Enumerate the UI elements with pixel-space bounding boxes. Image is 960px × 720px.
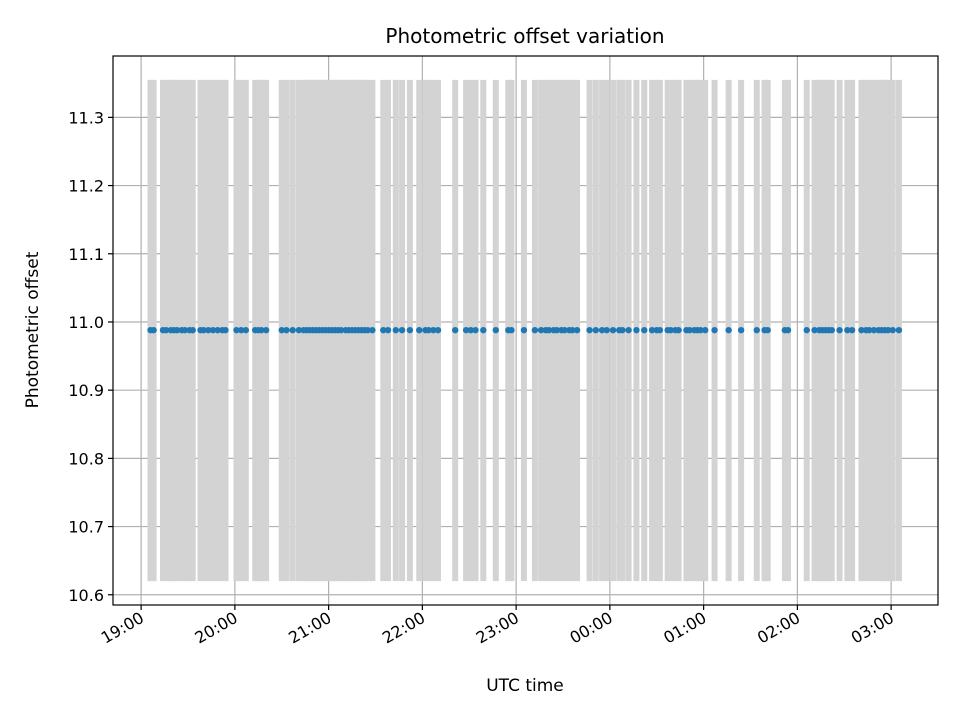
data-point [686, 326, 693, 334]
data-point [753, 326, 760, 334]
data-point [848, 326, 856, 334]
data-point [697, 326, 704, 334]
data-point [283, 326, 290, 334]
data-point [784, 326, 792, 334]
data-point [569, 326, 576, 334]
data-point [870, 326, 878, 334]
data-point [150, 326, 157, 334]
data-point [369, 326, 376, 334]
data-point [573, 326, 581, 334]
data-point [764, 326, 771, 334]
data-point [625, 326, 632, 334]
y-tick-label: 11.0 [68, 313, 104, 332]
data-point [725, 326, 732, 334]
y-tick-labels: 10.6 10.7 10.8 10.9 11.0 11.1 11.2 11.3 [68, 108, 104, 604]
y-tick-label: 11.1 [68, 245, 104, 264]
x-axis-label: UTC time [486, 676, 564, 696]
data-point [492, 326, 500, 334]
data-point [545, 326, 553, 334]
data-point [586, 326, 593, 334]
data-point [633, 326, 640, 334]
y-axis-label: Photometric offset [23, 251, 43, 408]
data-point [392, 326, 400, 334]
data-point [480, 326, 487, 334]
data-point [209, 326, 217, 334]
data-point [472, 326, 479, 334]
y-tick-label: 10.9 [68, 381, 104, 400]
data-point [258, 326, 265, 334]
data-point [173, 326, 181, 334]
data-points [147, 326, 903, 334]
data-point [451, 326, 459, 334]
data-point [803, 326, 810, 334]
data-point [162, 326, 170, 334]
data-point [537, 326, 545, 334]
data-point [384, 326, 392, 334]
data-point [214, 326, 221, 334]
data-point [242, 326, 250, 334]
data-point [380, 326, 387, 334]
data-point [406, 326, 414, 334]
data-point [278, 326, 285, 334]
data-point [508, 326, 515, 334]
data-point [648, 326, 656, 334]
data-point [531, 326, 539, 334]
data-point [656, 326, 664, 334]
data-point [884, 326, 892, 334]
data-point [866, 326, 873, 334]
data-point [425, 326, 432, 334]
data-point [667, 326, 675, 334]
data-point [858, 326, 865, 334]
data-point [262, 326, 270, 334]
data-point [462, 326, 470, 334]
data-point [553, 326, 560, 334]
data-point [398, 326, 406, 334]
data-point [828, 326, 835, 334]
data-point [222, 326, 229, 334]
data-point [364, 326, 371, 334]
data-point [200, 326, 207, 334]
data-point [895, 326, 903, 334]
data-point [641, 326, 648, 334]
chart-title: Photometric offset variation [385, 24, 664, 48]
data-point [205, 326, 212, 334]
y-tick-label: 10.8 [68, 449, 104, 468]
data-point [467, 326, 475, 334]
data-point [561, 326, 568, 334]
data-point [609, 326, 617, 334]
tick-marks [108, 116, 892, 610]
data-point [701, 326, 709, 334]
plot-frame [112, 55, 939, 606]
data-point [233, 326, 240, 334]
data-point [836, 326, 843, 334]
data-point [737, 326, 745, 334]
data-point [598, 326, 606, 334]
y-tick-label: 11.3 [68, 108, 104, 127]
data-point [889, 326, 896, 334]
y-tick-label: 10.7 [68, 518, 104, 537]
data-point [430, 326, 437, 334]
data-point [337, 326, 345, 334]
data-point [289, 326, 296, 334]
data-point [619, 326, 626, 334]
data-point [295, 326, 303, 334]
data-point [844, 326, 851, 334]
data-point [675, 326, 682, 334]
data-point [416, 326, 423, 334]
data-point [711, 326, 718, 334]
data-point [434, 326, 442, 334]
data-point [189, 326, 196, 334]
data-point [520, 326, 528, 334]
data-point [237, 326, 245, 334]
data-point [811, 326, 818, 334]
data-point [603, 326, 610, 334]
data-point [592, 326, 600, 334]
data-point [181, 326, 189, 334]
y-tick-label: 11.2 [68, 177, 104, 196]
y-tick-label: 10.6 [68, 586, 104, 605]
